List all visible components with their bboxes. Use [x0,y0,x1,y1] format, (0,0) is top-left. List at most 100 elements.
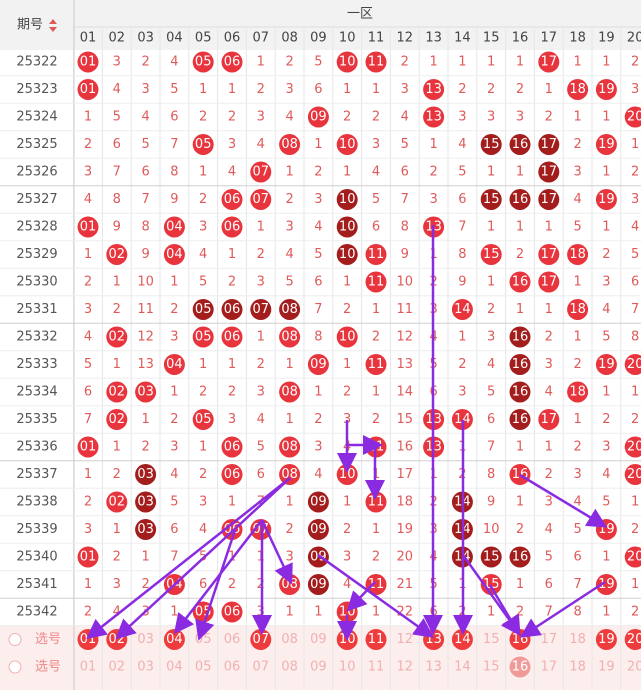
cell-number: 5 [487,385,495,400]
ball [624,629,641,650]
ball-number: 07 [253,632,270,647]
column-label: 03 [137,31,154,46]
ball-number: 20 [627,357,641,372]
ball [192,299,214,320]
cell-number: 8 [141,220,149,235]
ball-number: 11 [368,55,385,70]
column-label: 02 [109,31,126,46]
cell-number: 20 [627,660,641,675]
cell-number: 1 [487,605,495,620]
cell-number: 8 [573,605,581,620]
cell-number: 2 [199,110,207,125]
ball-number: 02 [109,330,126,345]
cell-number: 2 [343,110,351,125]
cell-number: 1 [141,550,149,565]
issue: 25323 [16,82,57,97]
cell-number: 4 [631,220,639,235]
cell-number: 5 [170,495,178,510]
cell-number: 3 [487,110,495,125]
pick-radio[interactable] [8,633,22,646]
cell-number: 1 [113,440,121,455]
ball-number: 11 [368,495,385,510]
cell-number: 13 [397,357,414,372]
cell-number: 3 [631,192,639,207]
issue: 25327 [16,192,57,207]
ball-number: 08 [281,137,298,152]
cell-number: 2 [285,522,293,537]
cell-number: 1 [228,247,236,262]
issue: 25329 [16,247,57,262]
ball [595,354,617,375]
ball [106,409,128,430]
cell-number: 2 [113,467,121,482]
ball [509,381,531,403]
cell-number: 2 [84,275,92,290]
ball-number: 16 [512,550,529,565]
cell-number: 1 [343,357,351,372]
cell-number: 1 [199,165,207,180]
column-label: 14 [454,31,471,46]
ball-number: 04 [166,247,183,262]
ball-number: 03 [137,522,154,537]
cell-number: 1 [228,357,236,372]
cell-number: 16 [397,440,414,455]
cell-number: 12 [397,330,414,345]
ball-number: 06 [224,55,241,70]
cell-number: 1 [573,412,581,427]
cell-number: 7 [170,137,178,152]
cell-number: 15 [397,412,414,427]
ball [538,134,560,155]
issue-header[interactable]: 期号 [17,18,43,33]
ball-number: 09 [310,495,327,510]
ball-number: 08 [281,385,298,400]
cell-number: 3 [314,192,322,207]
ball [624,436,641,458]
ball-number: 16 [512,385,529,400]
cell-number: 1 [487,55,495,70]
ball-number: 19 [598,357,615,372]
issue: 25322 [16,55,57,70]
cell-number: 3 [228,137,236,152]
cell-number: 2 [602,247,610,262]
cell-number: 2 [372,412,380,427]
ball [106,381,128,403]
cell-number: 1 [84,247,92,262]
cell-number: 3 [84,165,92,180]
cell-number: 4 [487,357,495,372]
cell-number: 1 [545,440,553,455]
cell-number: 3 [602,440,610,455]
cell-number: 5 [285,275,293,290]
cell-number: 2 [199,192,207,207]
cell-number: 5 [314,247,322,262]
cell-number: 10 [483,522,500,537]
cell-number: 4 [343,577,351,592]
cell-number: 1 [170,385,178,400]
ball [567,244,589,265]
sort-icon[interactable] [49,19,57,32]
cell-number: 1 [516,55,524,70]
ball [509,134,531,155]
cell-number: 3 [113,577,121,592]
cell-number: 3 [257,275,265,290]
cell-number: 8 [170,165,178,180]
cell-number: 7 [458,220,466,235]
issue: 25331 [16,302,57,317]
cell-number: 6 [573,550,581,565]
cell-number: 1 [631,137,639,152]
cell-number: 1 [372,522,380,537]
cell-number: 1 [199,82,207,97]
issue: 25336 [16,440,57,455]
issue: 25340 [16,550,57,565]
ball [509,464,531,485]
cell-number: 1 [170,605,178,620]
column-label: 16 [512,31,529,46]
cell-number: 4 [84,330,92,345]
cell-number: 7 [113,165,121,180]
cell-number: 2 [631,412,639,427]
cell-number: 2 [372,330,380,345]
cell-number: 2 [343,385,351,400]
pick-radio[interactable] [8,660,22,674]
ball [595,134,617,155]
cell-number: 4 [401,110,409,125]
column-label: 05 [195,31,212,46]
